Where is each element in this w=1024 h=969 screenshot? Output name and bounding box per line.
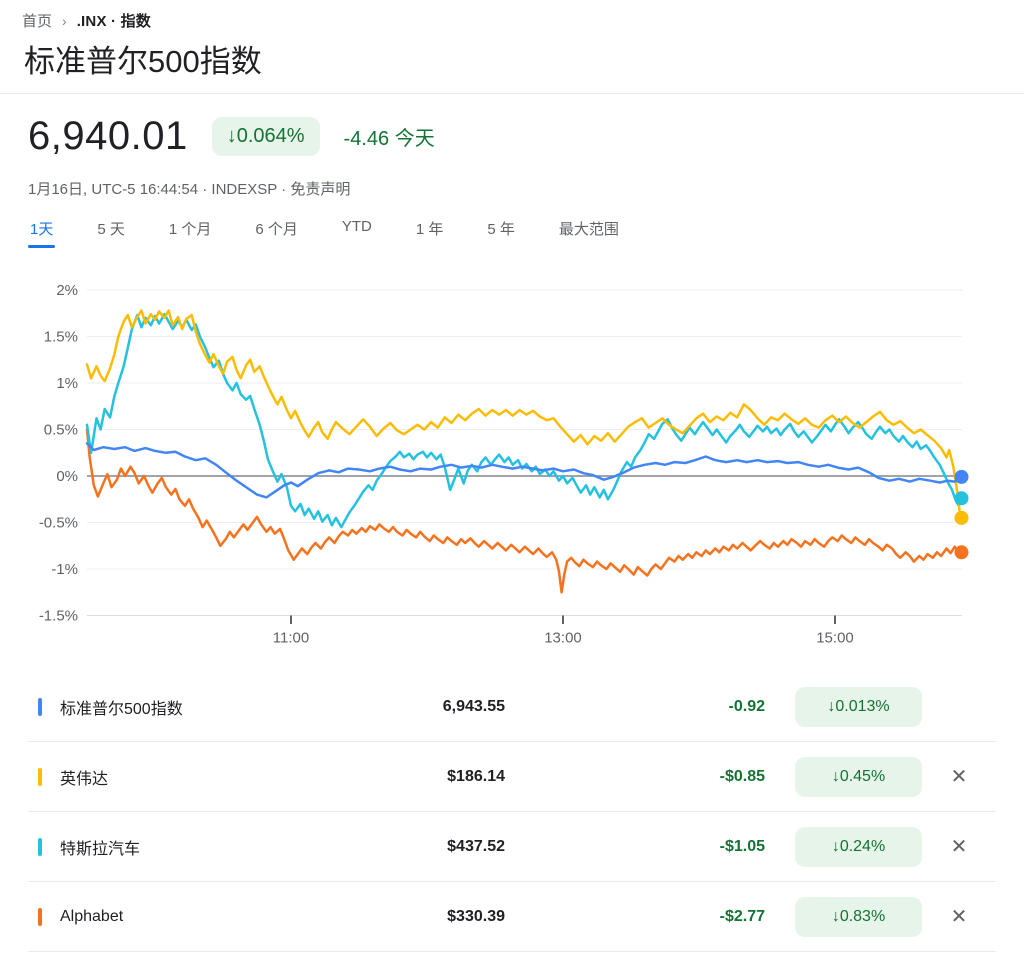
tab-5d[interactable]: 5 天 [97, 221, 125, 238]
stock-change-percent-badge: ↓0.83% [795, 896, 922, 937]
series-end-dot-tsla [954, 491, 969, 506]
y-axis-label: 0% [56, 468, 78, 485]
watchlist-row-nvda[interactable]: 英伟达 $186.14 -$0.85 ↓0.45% ✕ [28, 742, 996, 812]
stock-change-percent-badge: ↓0.013% [795, 686, 922, 727]
series-color-bar-googl [38, 907, 42, 926]
y-axis-label: 1% [56, 375, 78, 392]
time-range-tabs: 1天 5 天 1 个月 6 个月 YTD 1 年 5 年 最大范围 [27, 218, 619, 248]
watchlist-row-sp500[interactable]: 标准普尔500指数 6,943.55 -0.92 ↓0.013% [28, 672, 996, 742]
breadcrumb-home-link[interactable]: 首页 [22, 13, 53, 30]
breadcrumb-current: .INX · 指数 [76, 13, 151, 30]
watchlist-row-googl[interactable]: Alphabet $330.39 -$2.77 ↓0.83% ✕ [28, 882, 996, 952]
watchlist-row-tsla[interactable]: 特斯拉汽车 $437.52 -$1.05 ↓0.24% ✕ [28, 812, 996, 882]
series-line-nvda [85, 309, 963, 520]
stock-price: 6,943.55 [442, 697, 505, 715]
stock-change-percent-badge: ↓0.24% [795, 826, 922, 867]
tab-1m[interactable]: 1 个月 [168, 221, 212, 238]
y-axis-label: -0.5% [39, 515, 78, 532]
chart-canvas[interactable]: 2% 1.5% 1% 0.5% 0% -0.5% -1% -1.5% 11:00 13:00 15:… [0, 253, 1024, 653]
remove-comparison-button[interactable]: ✕ [939, 757, 979, 797]
page-title: 标准普尔500指数 [24, 44, 262, 79]
y-axis-label: -1.5% [39, 608, 78, 625]
current-price: 6,940.01 [28, 114, 188, 158]
quote-section: 6,940.01 ↓0.064% -4.46 今天 [28, 114, 435, 159]
stock-price: $437.52 [447, 837, 505, 855]
stock-change: -$2.77 [719, 907, 765, 925]
tab-6m[interactable]: 6 个月 [255, 221, 298, 238]
y-axis-label: 0.5% [44, 422, 78, 439]
series-line-googl [85, 428, 963, 594]
breadcrumb: 首页 › .INX · 指数 [22, 10, 151, 31]
y-axis-label: -1% [51, 561, 78, 578]
stock-name[interactable]: 标准普尔500指数 [60, 700, 183, 718]
comparison-list: 标准普尔500指数 6,943.55 -0.92 ↓0.013% 英伟达 $186.14 -… [28, 672, 996, 952]
header-divider [0, 93, 1024, 94]
stock-change-percent-badge: ↓0.45% [795, 756, 922, 797]
stock-change: -0.92 [728, 697, 765, 715]
series-color-bar-sp500 [38, 697, 42, 716]
remove-comparison-button[interactable]: ✕ [939, 897, 979, 937]
remove-comparison-button[interactable]: ✕ [939, 827, 979, 867]
stock-name[interactable]: 特斯拉汽车 [60, 840, 141, 858]
tab-1d[interactable]: 1天 [27, 218, 56, 248]
stock-name[interactable]: Alphabet [60, 907, 124, 925]
series-line-sp500 [85, 442, 963, 499]
price-change-percent-badge: ↓0.064% [211, 117, 320, 156]
series-end-dot-nvda [954, 510, 969, 525]
price-chart[interactable]: 2% 1.5% 1% 0.5% 0% -0.5% -1% -1.5% 11:00 13:00 15:… [0, 253, 1024, 653]
y-axis-label: 2% [56, 282, 78, 299]
series-end-dot-sp500 [954, 469, 969, 484]
series-color-bar-tsla [38, 837, 42, 856]
tab-ytd[interactable]: YTD [341, 218, 372, 235]
tab-5y[interactable]: 5 年 [487, 221, 515, 238]
x-axis-label: 15:00 [816, 630, 854, 647]
stock-price: $330.39 [447, 907, 505, 925]
stock-name[interactable]: 英伟达 [60, 770, 109, 788]
stock-change: -$1.05 [719, 837, 765, 855]
series-line-tsla [85, 312, 963, 529]
quote-meta: 1月16日, UTC-5 16:44:54 · INDEXSP · 免责声明 [28, 181, 351, 198]
tab-max[interactable]: 最大范围 [558, 221, 619, 238]
series-color-bar-nvda [38, 767, 42, 786]
breadcrumb-separator-icon: › [62, 12, 67, 29]
series-end-dot-googl [954, 545, 969, 560]
x-axis-label: 13:00 [544, 630, 582, 647]
y-axis-label: 1.5% [44, 329, 78, 346]
stock-price: $186.14 [447, 767, 505, 785]
stock-change: -$0.85 [719, 767, 765, 785]
tab-1y[interactable]: 1 年 [415, 221, 444, 238]
x-axis-label: 11:00 [273, 630, 309, 647]
price-change-today: -4.46 今天 [343, 128, 435, 150]
